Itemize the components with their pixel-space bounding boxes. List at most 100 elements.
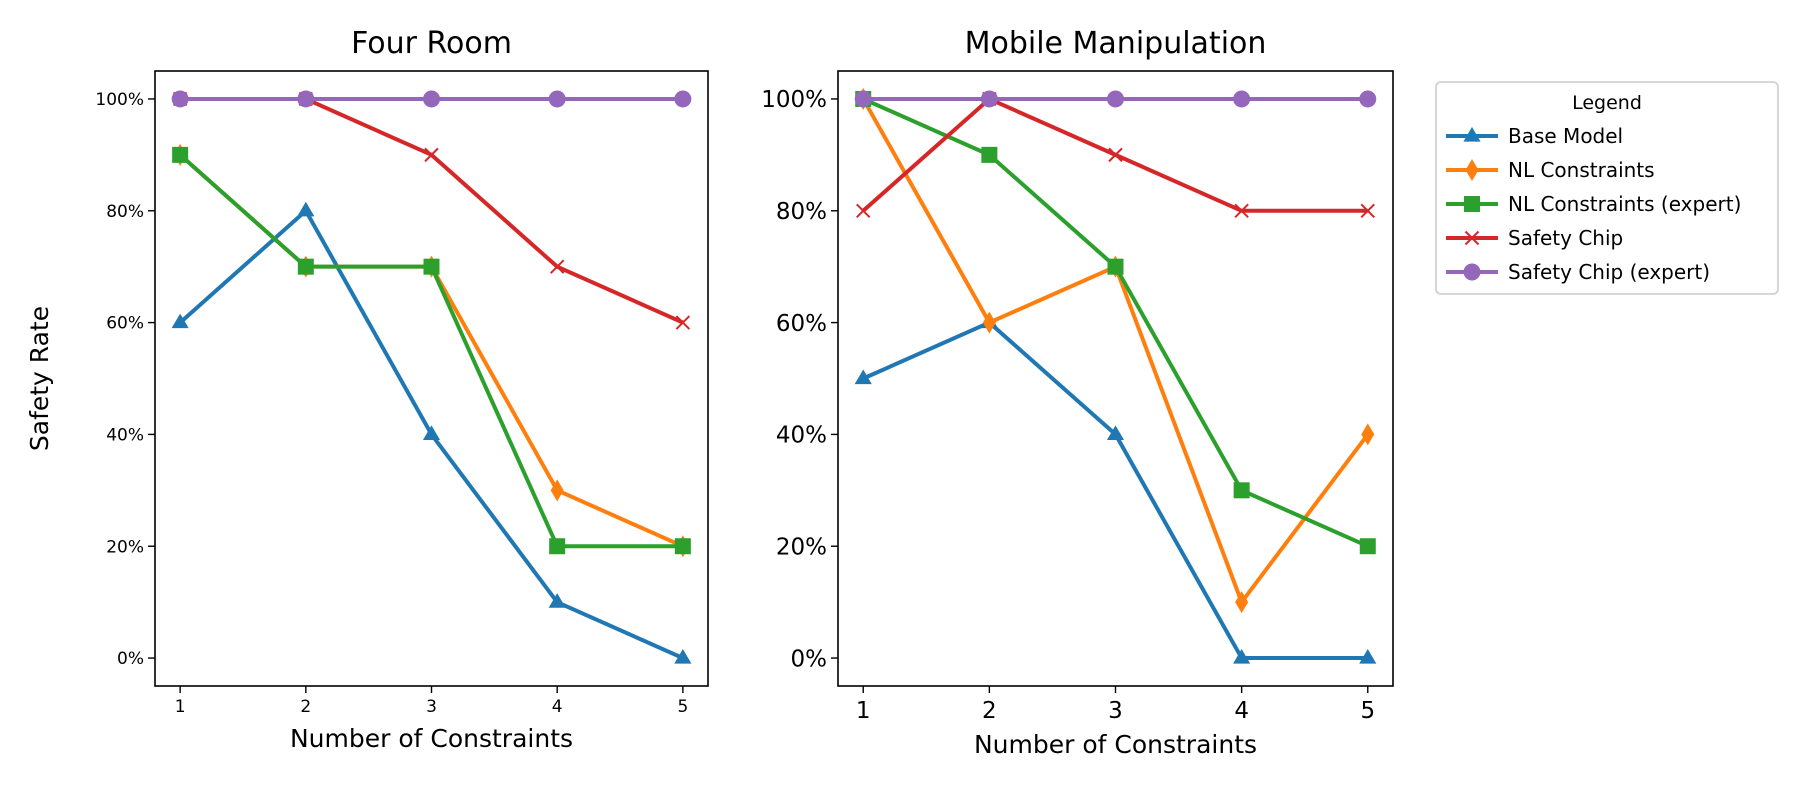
data-point-safety-chip [1360, 203, 1375, 218]
data-point-safety-chip [424, 147, 439, 163]
data-point-nl-constraints-expert [297, 258, 314, 275]
data-point-safety-chip-expert [854, 90, 872, 108]
x-tick-label: 5 [677, 697, 688, 717]
data-point-nl-constraints [550, 479, 564, 502]
x-tick-label: 2 [300, 697, 311, 717]
x-tick-label: 1 [856, 698, 871, 724]
legend-marker [1464, 196, 1480, 212]
legend-label: Base Model [1508, 124, 1623, 148]
y-tick-label: 80% [106, 202, 144, 222]
series-safety-chip [172, 91, 691, 330]
data-point-nl-constraints [1361, 423, 1375, 446]
legend-box [1435, 81, 1779, 295]
axes-frame [154, 70, 709, 687]
legend-marker [1463, 263, 1481, 281]
legend-entry-safety-chip-expert: Safety Chip (expert) [1446, 260, 1710, 284]
data-point-base-model [171, 313, 189, 329]
data-point-safety-chip-expert [297, 90, 315, 108]
legend-title: Legend [1572, 92, 1642, 114]
data-point-base-model [422, 425, 441, 440]
data-point-safety-chip-expert [674, 90, 692, 108]
series-line-nl-constraints-expert [862, 97, 1369, 549]
data-point-base-model [674, 649, 692, 664]
x-tick-label: 3 [426, 697, 437, 717]
data-point-nl-constraints-expert [981, 146, 998, 163]
y-axis-label: Safety Rate [25, 306, 54, 451]
data-point-safety-chip-expert [980, 90, 998, 108]
data-point-nl-constraints-expert [1359, 538, 1376, 555]
legend-entry-safety-chip: Safety Chip [1446, 226, 1623, 250]
data-point-safety-chip-expert [1359, 90, 1377, 108]
legend-label: Safety Chip [1508, 226, 1623, 250]
data-point-safety-chip [1108, 147, 1123, 163]
data-point-base-model [854, 369, 872, 385]
data-point-nl-constraints-expert [674, 538, 691, 555]
y-tick-label: 0% [117, 649, 144, 669]
data-point-base-model [1359, 649, 1377, 664]
y-tick-label: 100% [95, 90, 144, 110]
legend-label: NL Constraints [1508, 158, 1655, 182]
data-point-safety-chip-expert [423, 90, 440, 108]
data-point-nl-constraints [1235, 591, 1249, 614]
chart-mobile-manipulation: 1 2 3 4 5 0% 20% 40% 60% 80% 100% Mobile Manipulati… [761, 26, 1394, 759]
x-tick-label: 2 [982, 698, 997, 724]
series-line-nl-constraints [178, 153, 684, 549]
y-tick-label: 20% [776, 535, 827, 561]
data-point-safety-chip-expert [548, 90, 566, 108]
data-point-nl-constraints-expert [1233, 482, 1250, 499]
y-tick-label: 60% [106, 314, 144, 334]
legend-entry-base-model: Base Model [1446, 124, 1623, 148]
legend-entry-nl-constraints-expert: NL Constraints (expert) [1446, 192, 1741, 216]
data-point-base-model [548, 593, 566, 608]
series-base-model [171, 201, 692, 664]
series-safety-chip [856, 91, 1375, 218]
legend-entry-nl-constraints: NL Constraints [1446, 158, 1655, 182]
series-safety-chip-expert [854, 90, 1377, 108]
data-point-safety-chip [675, 315, 691, 330]
legend-marker [1464, 230, 1480, 246]
series-nl-constraints [856, 87, 1375, 614]
data-point-nl-constraints [982, 311, 996, 334]
series-nl-constraints [173, 143, 690, 558]
legend: Legend Base Model NL Constraints NL Constra… [1435, 81, 1779, 295]
x-tick-label: 4 [1234, 698, 1249, 724]
data-point-base-model [1106, 425, 1125, 440]
series-line-nl-constraints-expert [178, 153, 683, 549]
y-tick-label: 100% [761, 87, 827, 113]
data-point-base-model [297, 201, 315, 217]
series-line-safety-chip [180, 96, 684, 325]
x-tick-label: 1 [175, 697, 186, 717]
data-point-safety-chip-expert [171, 90, 189, 108]
series-safety-chip-expert [171, 90, 692, 108]
y-tick-label: 80% [776, 199, 827, 225]
y-tick-label: 0% [791, 646, 828, 672]
data-point-nl-constraints-expert [423, 258, 440, 275]
data-point-nl-constraints-expert [1107, 258, 1124, 275]
series-nl-constraints-expert [855, 90, 1376, 555]
y-tick-label: 60% [776, 311, 827, 337]
chart-title: Mobile Manipulation [965, 26, 1267, 61]
y-tick-label: 20% [106, 537, 144, 557]
data-point-safety-chip-expert [1233, 90, 1251, 108]
series-base-model [854, 313, 1377, 664]
series-line-nl-constraints [861, 97, 1370, 605]
data-point-nl-constraints-expert [549, 538, 566, 555]
data-point-base-model [1233, 649, 1251, 664]
legend-marker [1463, 127, 1481, 142]
legend-marker [1465, 159, 1479, 181]
data-point-safety-chip-expert [1107, 90, 1124, 108]
legend-label: Safety Chip (expert) [1508, 260, 1710, 284]
y-tick-label: 40% [106, 426, 144, 446]
data-point-nl-constraints-expert [172, 146, 189, 163]
series-nl-constraints-expert [172, 146, 691, 555]
series-line-base-model [862, 320, 1368, 661]
data-point-safety-chip [549, 259, 565, 274]
chart-title: Four Room [351, 26, 512, 61]
legend-label: NL Constraints (expert) [1508, 192, 1741, 216]
chart-four-room: 1 2 3 4 5 0% 20% 40% 60% 80% 100% Four Room Number o… [25, 26, 709, 753]
x-axis-label: Number of Constraints [290, 724, 573, 753]
x-tick-label: 3 [1108, 698, 1123, 724]
data-point-safety-chip [1234, 203, 1249, 218]
data-point-safety-chip [856, 203, 871, 218]
